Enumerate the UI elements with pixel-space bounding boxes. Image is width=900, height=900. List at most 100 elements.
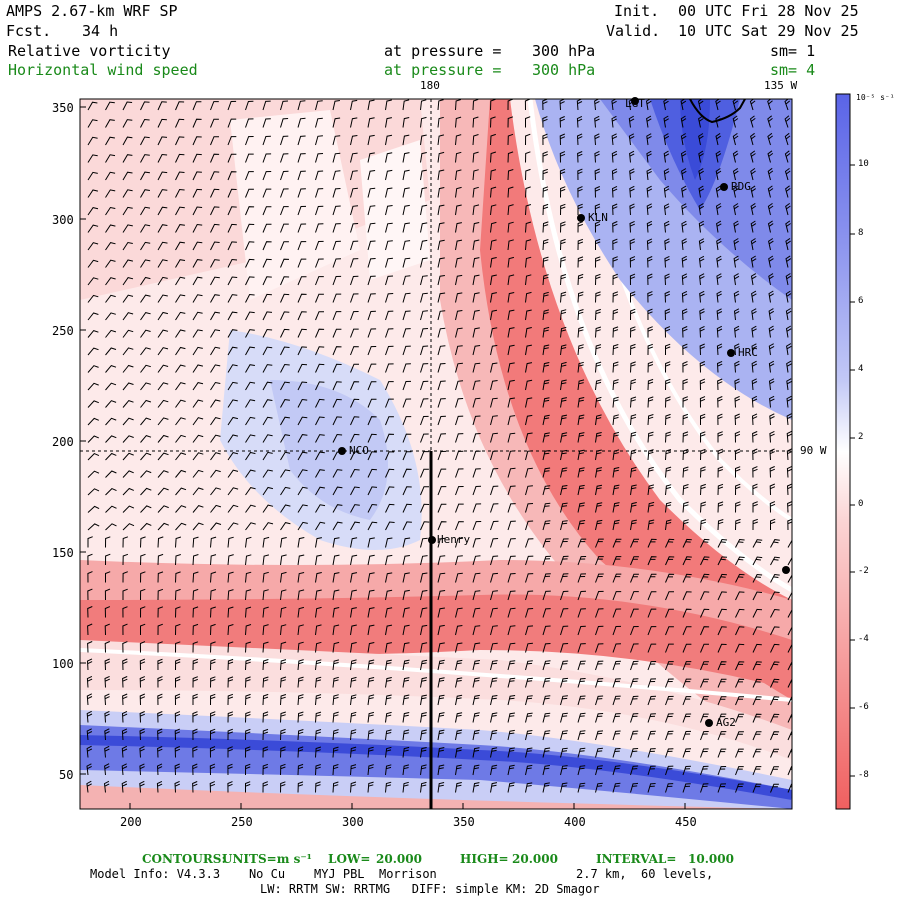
wind-barb: [542, 695, 551, 706]
wind-barb: [665, 413, 671, 426]
wind-barb: [786, 448, 792, 461]
wind-barb: [559, 133, 566, 146]
wind-barb: [86, 763, 92, 776]
wind-barb: [700, 608, 710, 618]
wind-barb: [420, 134, 427, 146]
wind-barb: [210, 504, 222, 513]
wind-barb: [595, 273, 601, 286]
wind-barb: [315, 293, 324, 303]
wind-barb: [612, 431, 620, 443]
wind-barb: [525, 274, 532, 286]
wind-barb: [245, 346, 255, 356]
wind-barb: [682, 608, 692, 618]
wind-barb: [350, 572, 358, 583]
station-rdg: RDG: [731, 180, 751, 193]
wind-barb: [157, 364, 169, 373]
wind-barb: [192, 554, 199, 566]
wind-barb: [630, 626, 639, 636]
wind-barb: [664, 273, 670, 286]
wind-barb: [664, 220, 670, 233]
wind-barb: [560, 765, 568, 776]
wind-barb: [752, 448, 758, 461]
wind-barb: [174, 728, 181, 741]
wind-barb: [455, 362, 463, 373]
wind-barb: [752, 556, 763, 566]
wind-barb: [490, 116, 496, 128]
wind-barb: [717, 396, 723, 408]
wind-barb: [402, 451, 412, 461]
wind-barb: [367, 503, 378, 513]
wind-barb: [472, 327, 480, 338]
wind-barb: [735, 556, 745, 566]
wind-barb: [227, 206, 237, 216]
wind-barb: [350, 223, 359, 233]
wind-barb: [262, 100, 271, 111]
wind-barb: [297, 328, 307, 338]
wind-barb: [437, 764, 445, 776]
wind-barb: [245, 100, 254, 111]
wind-barb: [350, 135, 358, 146]
wind-barb: [297, 676, 304, 688]
wind-barb: [385, 468, 395, 478]
wind-barb: [367, 152, 375, 163]
wind-barb: [647, 556, 657, 566]
wind-barb: [367, 346, 377, 356]
wind-barb: [402, 363, 411, 373]
wind-barb: [715, 115, 721, 128]
wind-barb: [629, 168, 635, 181]
wind-barb: [140, 206, 151, 216]
wind-barb: [700, 591, 710, 601]
wind-barb: [560, 782, 568, 793]
wind-barb: [245, 728, 251, 741]
wind-barb: [315, 589, 322, 601]
wind-barb: [297, 205, 307, 216]
wind-barb: [139, 763, 145, 776]
wind-barb: [420, 239, 428, 251]
wind-barb: [787, 643, 792, 653]
wind-barb: [768, 255, 774, 268]
wind-barb: [350, 328, 359, 338]
wind-barb: [507, 555, 516, 566]
wind-barb: [785, 290, 792, 303]
wind-barb: [262, 676, 269, 688]
wind-barb: [122, 312, 134, 321]
wind-barb: [732, 99, 739, 111]
wind-barb: [717, 483, 724, 496]
wind-barb: [769, 466, 775, 478]
wind-barb: [280, 728, 286, 741]
wind-barb: [87, 417, 99, 426]
wind-barb: [437, 116, 444, 128]
wind-barb: [104, 763, 110, 776]
wind-barb: [367, 205, 376, 216]
wind-barb: [611, 185, 618, 198]
wind-barb: [105, 277, 116, 286]
wind-barb: [122, 505, 135, 513]
wind-barb: [437, 151, 445, 163]
wind-barb: [542, 712, 551, 723]
wind-barb: [682, 696, 692, 706]
wind-barb: [700, 431, 706, 443]
wind-barb: [752, 783, 762, 793]
wind-barb: [157, 536, 164, 548]
wind-barb: [507, 503, 516, 513]
wind-barb: [209, 763, 216, 776]
wind-barb: [280, 118, 289, 128]
wind-barb: [297, 223, 307, 233]
wind-barb: [665, 343, 671, 355]
wind-barb: [192, 311, 203, 321]
wind-barb: [227, 711, 234, 723]
wind-barb: [784, 132, 791, 146]
wind-barb: [210, 294, 220, 303]
wind-barb: [680, 133, 687, 146]
wind-barb: [262, 311, 273, 321]
wind-barb: [157, 136, 168, 146]
wind-barb: [733, 290, 740, 303]
wind-barb: [542, 625, 551, 636]
wind-barb: [525, 204, 532, 216]
wind-barb: [227, 188, 237, 198]
wind-barb: [437, 398, 446, 408]
wind-barb: [437, 607, 445, 618]
wind-barb: [209, 746, 216, 758]
wind-barb: [192, 658, 199, 671]
wind-barb: [472, 555, 481, 566]
